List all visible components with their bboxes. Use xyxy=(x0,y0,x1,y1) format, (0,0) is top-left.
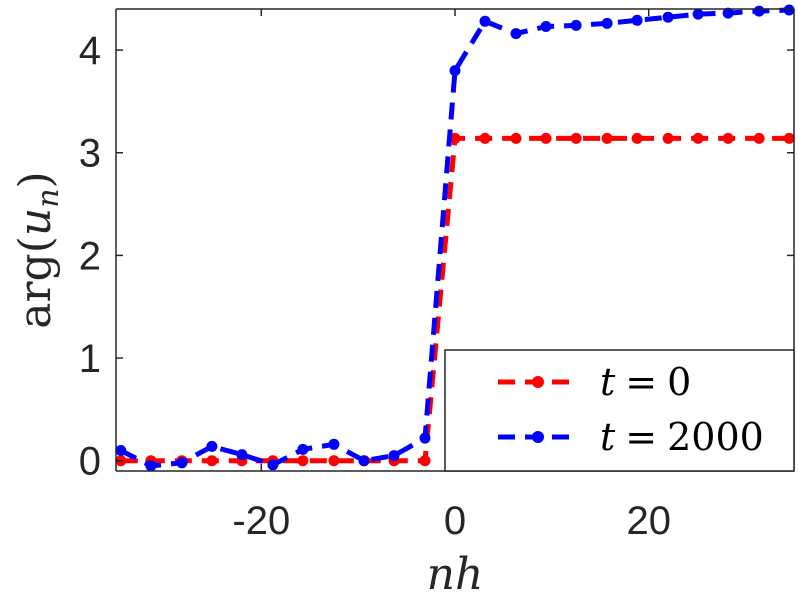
series-1-point xyxy=(783,4,795,16)
legend-label-op: = xyxy=(625,415,657,459)
y-axis-title-close: ) xyxy=(10,171,61,188)
series-1-point xyxy=(479,15,491,27)
legend-swatch-marker xyxy=(532,431,544,443)
legend-label-var: t xyxy=(600,360,616,404)
series-1-point xyxy=(692,8,704,20)
series-1-point xyxy=(510,28,522,40)
series-0-point xyxy=(206,455,218,467)
y-tick-label: 1 xyxy=(79,337,101,381)
series-0-point xyxy=(753,132,765,144)
series-1-point xyxy=(176,457,188,469)
legend-label-op: = xyxy=(625,360,657,404)
y-tick-label: 4 xyxy=(79,29,101,73)
y-axis-title-var: u xyxy=(10,208,61,236)
series-1-point xyxy=(419,432,431,444)
x-tick-label: -20 xyxy=(232,499,290,543)
y-tick-label: 2 xyxy=(79,234,101,278)
series-0-point xyxy=(510,132,522,144)
legend: t = 0t = 2000 xyxy=(444,349,795,472)
y-axis-title-open: ( xyxy=(10,236,61,253)
y-axis-title-sub: n xyxy=(31,188,66,207)
series-1-point xyxy=(236,449,248,461)
ticks-layer: -20 0 20 0 1 2 3 4 xyxy=(79,9,794,543)
series-line-1 xyxy=(119,7,790,469)
series-0-point xyxy=(783,132,795,144)
series-1-point xyxy=(722,7,734,19)
series-1-point xyxy=(449,65,461,77)
legend-label-value: 0 xyxy=(667,360,691,404)
series-1-point xyxy=(267,459,279,471)
legend-label-var: t xyxy=(600,415,616,459)
legend-box xyxy=(444,349,795,472)
series-1-point xyxy=(297,443,309,455)
y-tick-label: 0 xyxy=(79,440,101,484)
series-1-point xyxy=(540,21,552,32)
series-0-point xyxy=(570,132,582,144)
legend-label: t = 2000 xyxy=(600,415,764,459)
y-axis-title-func: arg xyxy=(10,253,61,328)
series-1-point xyxy=(328,438,340,450)
legend-label-value: 2000 xyxy=(667,415,764,459)
series-1-point xyxy=(358,455,370,467)
series-0-point xyxy=(692,132,704,144)
series-0-point xyxy=(328,455,340,467)
series-1-point xyxy=(631,14,643,26)
series-1-point xyxy=(601,17,613,29)
y-axis-title: arg(un) xyxy=(10,171,66,328)
series-layer xyxy=(115,4,795,472)
series-1-point xyxy=(662,11,674,23)
series-0-point xyxy=(540,132,552,144)
legend-label: t = 0 xyxy=(600,360,691,404)
series-1-point xyxy=(206,440,218,452)
series-1-point xyxy=(145,460,157,472)
series-0-point xyxy=(601,132,613,144)
series-0-point xyxy=(722,132,734,144)
x-tick-label: 20 xyxy=(626,499,671,543)
y-tick-label: 3 xyxy=(79,132,101,176)
series-0-point xyxy=(449,132,461,144)
series-1-point xyxy=(753,5,765,17)
series-0-point xyxy=(662,132,674,144)
series-0-point xyxy=(419,455,431,467)
x-tick-label: 0 xyxy=(444,499,466,543)
series-0-point xyxy=(479,132,491,144)
y-axis-title-group: arg(un) xyxy=(10,171,66,328)
series-1-point xyxy=(388,450,400,462)
series-1-point xyxy=(570,19,582,31)
x-axis-title: nh xyxy=(427,549,484,599)
series-0-point xyxy=(297,455,309,467)
series-1-point xyxy=(115,445,127,456)
series-0-point xyxy=(631,132,643,144)
legend-swatch-marker xyxy=(532,376,544,388)
